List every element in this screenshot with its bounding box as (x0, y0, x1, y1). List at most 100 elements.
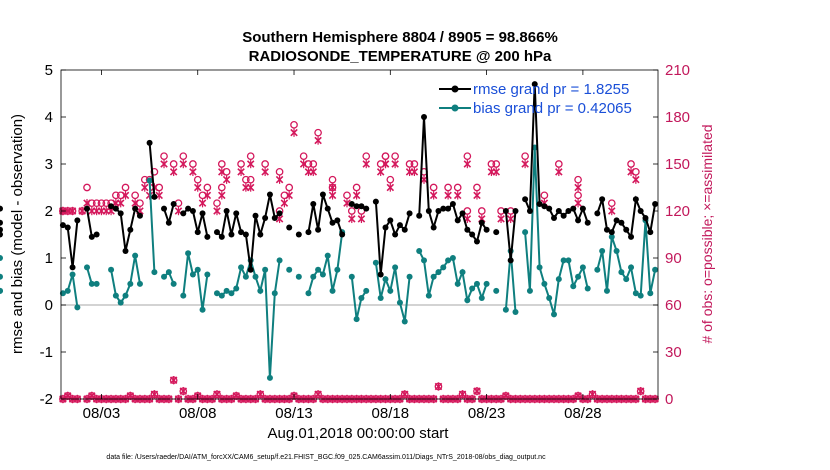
bias-point (594, 266, 601, 273)
rmse-point (536, 200, 543, 207)
rmse-point (628, 233, 635, 240)
obs-assimilated-point (362, 159, 371, 169)
bias-point (541, 280, 548, 287)
bias-point (363, 287, 370, 294)
rmse-point (449, 200, 456, 207)
bias-point (512, 309, 519, 316)
bias-point (213, 290, 220, 297)
obs-assimilated-point (357, 214, 366, 224)
rmse-point (396, 222, 403, 229)
rmse-point (88, 233, 95, 240)
obs-possible-point (217, 183, 226, 192)
rmse-point (59, 222, 66, 229)
rmse-point (546, 205, 553, 212)
rmse-point (233, 210, 240, 217)
rmse-point (74, 217, 81, 224)
obs-assimilated-point (506, 214, 515, 224)
obs-possible-point (574, 191, 582, 200)
bias-point (305, 290, 312, 297)
bias-point (334, 266, 341, 273)
rmse-point (136, 212, 143, 219)
x-tick-label: 08/08 (179, 405, 217, 422)
rmse-point (180, 210, 187, 217)
obs-assimilated-point (116, 198, 125, 208)
obs-low-assimilated-point (434, 382, 443, 391)
bias-point (348, 273, 355, 280)
y-axis-label: rmse and bias (model - observation) (9, 114, 26, 354)
rmse-point (382, 224, 389, 231)
rmse-point (416, 212, 423, 219)
obs-assimilated-point (328, 183, 337, 192)
rmse-point (358, 203, 365, 210)
bias-point (170, 280, 177, 287)
bias-point (180, 292, 187, 299)
rmse-point (531, 81, 538, 88)
bias-point (560, 257, 567, 264)
obs-assimilated-point (348, 214, 356, 224)
obs-assimilated-point (429, 191, 438, 200)
x-tick-label: 08/03 (83, 405, 121, 422)
obs-possible-point (179, 152, 188, 161)
y-right-tick-label: 30 (665, 344, 682, 361)
rmse-point (213, 229, 220, 236)
rmse-point (392, 231, 399, 238)
rmse-point (493, 229, 500, 236)
rmse-point (613, 217, 620, 224)
rmse-point (194, 229, 201, 236)
bias-point (315, 266, 322, 273)
axis-ticks: -2 -1 0 1 2 3 4 5 0 30 60 90 120 150 180 210 08/03 08/08 0… (40, 62, 690, 422)
rmse-point (623, 226, 630, 233)
obs-assimilated-point (328, 191, 337, 200)
rmse-point (0, 226, 3, 233)
obs-possible-point (632, 167, 640, 176)
rmse-point (151, 193, 158, 200)
rmse-point (454, 217, 461, 224)
bias-point (358, 294, 365, 301)
obs-possible-point (391, 152, 399, 161)
bias-point (136, 280, 143, 287)
rmse-point (286, 224, 293, 231)
rmse-point (242, 231, 249, 238)
rmse-point (189, 208, 196, 214)
bias-point (295, 273, 302, 280)
chart-title: Southern Hemisphere 8804 / 8905 = 98.866… (242, 29, 558, 46)
obs-assimilated-point (218, 167, 226, 177)
obs-possible-point (169, 160, 178, 168)
obs-possible-point (574, 175, 582, 184)
bias-point (69, 271, 76, 278)
bias-point (353, 316, 360, 323)
rmse-point (262, 215, 269, 222)
obs-assimilated-point (213, 206, 221, 216)
obs-assimilated-point (222, 175, 231, 184)
y-tick-label: 3 (45, 156, 53, 173)
rmse-point (339, 231, 346, 238)
y-axis-right-label: # of obs: o=possible; ×=assimilated (699, 124, 715, 343)
bias-point (108, 266, 115, 273)
rmse-point (93, 231, 100, 238)
bias-point (146, 177, 153, 184)
rmse-point (170, 200, 177, 207)
obs-possible-point (275, 167, 284, 176)
bias-point (194, 266, 201, 273)
rmse-point (348, 200, 355, 207)
bias-point (473, 280, 480, 287)
obs-possible-point (473, 183, 481, 192)
obs-assimilated-point (608, 206, 616, 216)
rmse-point (570, 205, 577, 212)
obs-possible-point (386, 175, 395, 184)
chart-subtitle: RADIOSONDE_TEMPERATURE @ 200 hPa (249, 48, 552, 65)
obs-possible-point (102, 199, 111, 208)
rmse-point (324, 205, 331, 212)
obs-assimilated-point (275, 175, 284, 184)
obs-assimilated-point (352, 191, 361, 200)
y-tick-label: -1 (40, 344, 53, 361)
rmse-point (252, 212, 259, 219)
y-right-tick-label: 210 (665, 62, 690, 79)
rmse-point (560, 212, 567, 219)
bias-point (83, 264, 90, 271)
rmse-point (435, 208, 442, 214)
rmse-point (647, 229, 654, 236)
bias-point (64, 287, 71, 294)
obs-possible-point (290, 120, 298, 129)
rmse-point (315, 226, 322, 233)
